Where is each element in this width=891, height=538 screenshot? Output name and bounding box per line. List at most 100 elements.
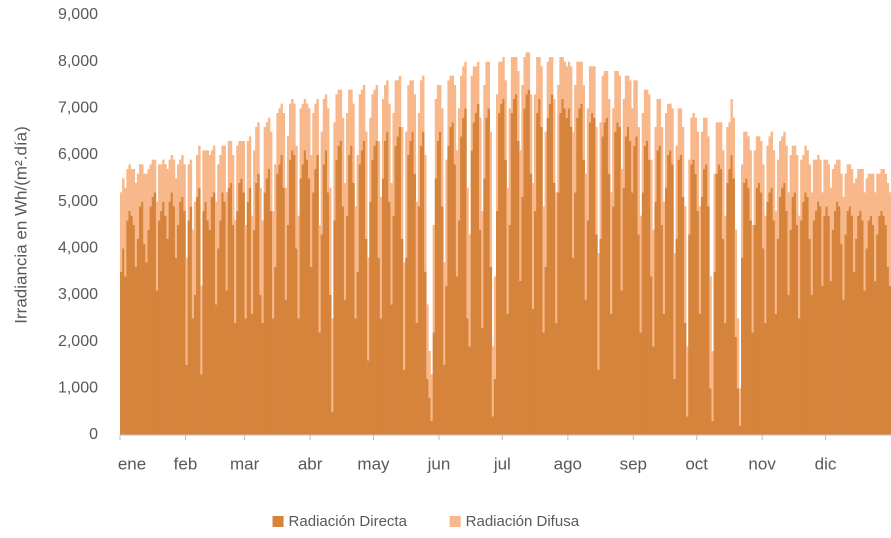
- bar-segment: [599, 239, 602, 435]
- bar-segment: [715, 122, 719, 174]
- bar-segment: [443, 365, 446, 435]
- bar-segment: [671, 108, 674, 165]
- bar-segment: [852, 183, 856, 272]
- bar-segment: [449, 127, 452, 435]
- bar-segment: [662, 201, 666, 314]
- bar-segment: [447, 80, 450, 146]
- bar-segment: [356, 155, 359, 272]
- bar-segment: [774, 313, 778, 435]
- bar-segment: [297, 318, 300, 435]
- x-tick-label: ago: [554, 454, 582, 473]
- bar-segment: [430, 374, 433, 421]
- bar-segment: [567, 108, 571, 435]
- bar-segment: [337, 89, 340, 146]
- bar-segment: [867, 220, 871, 435]
- bar-segment: [781, 136, 784, 188]
- bar-segment: [196, 197, 199, 435]
- bar-segment: [405, 257, 408, 435]
- bar-segment: [299, 178, 302, 436]
- bar-segment: [696, 131, 700, 211]
- bar-segment: [455, 276, 459, 435]
- y-tick-label: 2,000: [58, 333, 98, 350]
- bar-segment: [390, 183, 393, 305]
- bar-segment: [787, 192, 790, 295]
- bar-segment: [236, 211, 239, 435]
- bar-segment: [130, 169, 133, 216]
- bar-segment: [504, 159, 507, 435]
- bar-segment: [248, 136, 252, 188]
- bar-segment: [601, 136, 605, 436]
- bar-segment: [648, 94, 651, 160]
- bar-segment: [453, 164, 457, 436]
- bar-segment: [375, 85, 379, 141]
- bar-segment: [250, 215, 254, 314]
- bar-segment: [823, 215, 826, 435]
- bar-segment: [768, 192, 771, 435]
- bar-segment: [229, 141, 233, 183]
- bar-segment: [669, 103, 672, 151]
- bar-segment: [755, 136, 759, 188]
- bar-segment: [403, 262, 406, 370]
- bar-segment: [183, 211, 186, 435]
- bar-segment: [829, 281, 833, 435]
- bar-segment: [348, 155, 351, 435]
- bar-segment: [206, 220, 210, 435]
- bar-segment: [698, 206, 702, 314]
- bar-segment: [400, 239, 404, 435]
- bar-segment: [187, 164, 191, 221]
- bar-segment: [753, 225, 757, 435]
- bar-segment: [168, 201, 171, 435]
- bar-segment: [468, 346, 471, 435]
- bar-segment: [578, 108, 581, 435]
- bar-segment: [337, 145, 340, 435]
- bar-segment: [882, 215, 885, 435]
- bar-segment: [438, 131, 442, 435]
- bar-segment: [415, 323, 419, 435]
- bar-segment: [215, 201, 218, 305]
- bar-segment: [263, 192, 267, 435]
- bar-segment: [147, 169, 150, 230]
- bar-segment: [738, 425, 742, 435]
- bar-segment: [588, 122, 592, 435]
- bar-segment: [394, 145, 398, 435]
- bar-segment: [168, 159, 171, 202]
- bar-segment: [882, 169, 885, 216]
- bar-segment: [536, 57, 539, 113]
- y-axis-title: Irradiancia en Wh/(m².día): [11, 126, 30, 323]
- bar-segment: [318, 225, 321, 333]
- bar-segment: [331, 411, 334, 435]
- bar-segment: [160, 164, 163, 211]
- bar-segment: [436, 141, 440, 435]
- bar-segment: [810, 295, 814, 435]
- bar-segment: [305, 159, 309, 435]
- bar-segment: [219, 155, 222, 221]
- bar-segment: [120, 192, 123, 272]
- bar-segment: [413, 94, 417, 174]
- bar-segment: [652, 346, 655, 435]
- bar-segment: [586, 108, 590, 221]
- bar-segment: [447, 145, 450, 435]
- bar-segment: [282, 113, 286, 188]
- bar-segment: [481, 211, 484, 328]
- bar-segment: [474, 66, 478, 113]
- bar-segment: [250, 313, 254, 435]
- bar-segment: [876, 173, 879, 235]
- bar-segment: [379, 318, 383, 435]
- bar-segment: [466, 318, 469, 435]
- bar-segment: [343, 183, 347, 300]
- bar-segment: [850, 169, 854, 216]
- bar-segment: [322, 99, 326, 165]
- bar-segment: [339, 89, 343, 141]
- bar-segment: [791, 197, 795, 435]
- bar-segment: [335, 94, 338, 160]
- bar-segment: [857, 169, 860, 216]
- bar-segment: [523, 108, 526, 435]
- bar-segment: [548, 57, 552, 104]
- bar-segment: [274, 267, 277, 435]
- bar-segment: [396, 80, 400, 137]
- bar-segment: [584, 173, 588, 300]
- bar-segment: [829, 187, 833, 281]
- bar-segment: [343, 299, 347, 435]
- bar-segment: [624, 75, 628, 137]
- legend-swatch: [449, 516, 461, 527]
